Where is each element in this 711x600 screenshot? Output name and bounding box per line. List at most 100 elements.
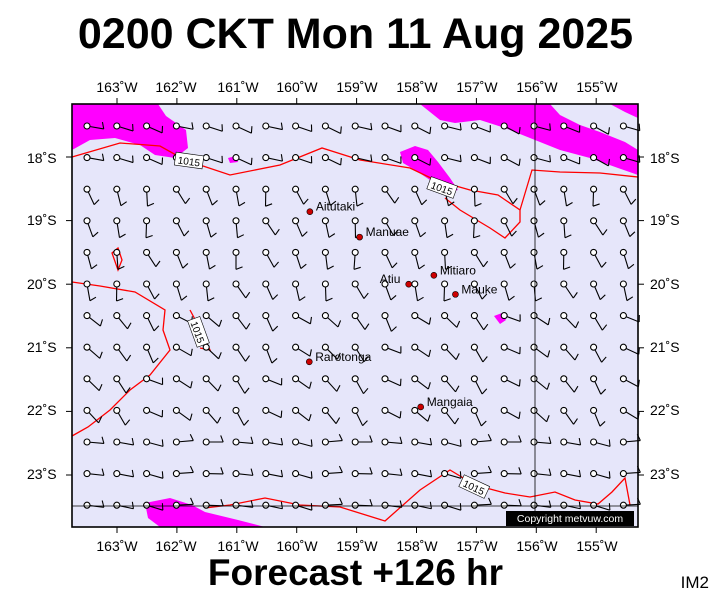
lon-label: 160˚W [276, 79, 318, 95]
wind-barb [321, 312, 342, 328]
forecast-lead-time: Forecast +126 hr [207, 552, 504, 593]
wind-barb [321, 497, 343, 509]
lon-label: 157˚W [456, 79, 498, 95]
wind-barb [411, 154, 432, 166]
wind-barb [351, 248, 361, 270]
wind-barb [500, 248, 516, 269]
wind-barb [202, 406, 222, 424]
wind-barb [321, 280, 333, 302]
wind-barb [83, 248, 98, 270]
wind-barb [321, 433, 343, 446]
place-name: Mitiaro [440, 263, 476, 277]
place-name: Mauke [461, 282, 497, 296]
wind-barb [441, 438, 462, 447]
wind-barb [172, 465, 194, 478]
lon-label: 158˚W [396, 538, 438, 554]
wind-barb [202, 154, 223, 164]
lon-label: 155˚W [576, 538, 618, 554]
wind-barb [83, 312, 103, 327]
wind-barb [321, 375, 341, 392]
wind-barb [619, 375, 640, 388]
wind-barb [381, 343, 402, 354]
lat-label: 22˚S [27, 402, 57, 418]
wind-barb [590, 470, 611, 479]
svg-text:1015: 1015 [177, 155, 201, 169]
wind-barb [262, 122, 283, 131]
wind-barb [411, 122, 432, 135]
place-marker: Aitutaki [306, 200, 355, 215]
lat-label: 18˚S [27, 150, 57, 166]
wind-barb [232, 436, 254, 446]
wind-barb [262, 375, 283, 386]
lat-label: 20˚S [27, 276, 57, 292]
wind-barb [83, 406, 103, 424]
wind-barb [441, 217, 454, 239]
lon-labels-top: 163˚W 162˚W 161˚W 160˚W 159˚W 158˚W 157˚… [96, 79, 618, 95]
wind-barb [590, 375, 607, 395]
wind-barb [470, 433, 492, 446]
wind-barb [530, 375, 550, 390]
place-marker: Manuae [356, 225, 409, 241]
wind-barb [143, 343, 159, 364]
lon-label: 156˚W [516, 538, 558, 554]
wind-barb [470, 312, 489, 331]
wind-barb [381, 154, 402, 164]
wind-barb [113, 406, 131, 426]
isobar-line [519, 169, 639, 211]
axis-ticks [66, 98, 644, 533]
wind-barb [530, 468, 552, 478]
wind-barb [202, 248, 216, 270]
wind-barb [381, 500, 403, 509]
wind-barb [470, 122, 491, 133]
wind-barb [381, 436, 403, 446]
wind-barb [292, 217, 308, 237]
wind-barb [530, 122, 551, 131]
wind-barb [381, 312, 397, 332]
wind-barb [232, 343, 250, 362]
wind-barb [113, 312, 132, 330]
precip-area [610, 104, 638, 118]
precip-area [72, 104, 188, 158]
wind-barb [113, 375, 131, 394]
wind-barb [590, 185, 600, 207]
wind-barb [500, 435, 522, 446]
wind-barb [560, 437, 582, 446]
lat-label: 18˚S [650, 150, 680, 166]
wind-barb [232, 185, 246, 207]
lat-label: 22˚S [650, 402, 680, 418]
wind-barb [292, 312, 313, 325]
wind-barb [470, 185, 482, 207]
wind-barb [202, 498, 224, 509]
wind-barb [351, 312, 370, 330]
wind-barb [292, 343, 312, 357]
wind-barb [172, 122, 194, 130]
wind-barb [232, 312, 251, 330]
wind-barb [143, 438, 164, 447]
wind-barb [500, 312, 521, 322]
wind-barb [202, 122, 223, 132]
wind-barb [232, 154, 253, 166]
wind-barb [292, 122, 313, 133]
isobar-label: 1015 [173, 151, 205, 170]
wind-barb [292, 248, 307, 269]
wind-barb [470, 406, 487, 427]
lon-label: 155˚W [576, 79, 618, 95]
wind-barb [381, 280, 397, 301]
wind-barb [500, 343, 521, 355]
wind-barb [381, 468, 403, 478]
wind-barb [411, 501, 432, 510]
wind-barb [113, 217, 126, 239]
wind-barb [83, 185, 100, 205]
lat-labels-right: 18˚S 19˚S 20˚S 21˚S 22˚S 23˚S [650, 150, 680, 482]
wind-barb [172, 185, 191, 204]
wind-barb [530, 343, 551, 358]
lon-label: 162˚W [155, 538, 197, 554]
wind-barb [619, 343, 640, 355]
wind-barb [232, 248, 243, 270]
wind-barb [500, 122, 521, 135]
wind-barb [172, 406, 193, 421]
wind-barb [590, 248, 607, 268]
wind-barb [470, 248, 489, 268]
lat-label: 23˚S [27, 466, 57, 482]
lon-label: 161˚W [217, 538, 259, 554]
